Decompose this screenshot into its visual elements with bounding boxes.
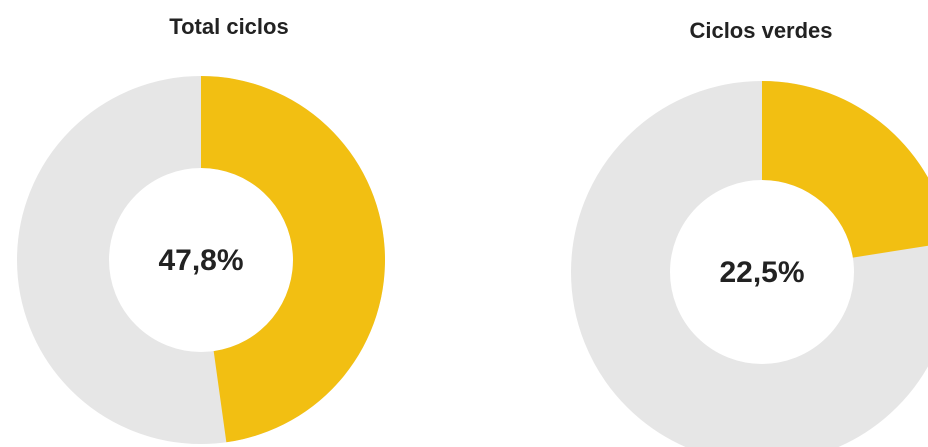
donut-segment: [201, 76, 385, 443]
donut-segment: [762, 81, 928, 258]
chart-title: Ciclos verdes: [689, 18, 832, 43]
center-label: 47,8%: [158, 244, 243, 277]
center-label: 22,5%: [719, 256, 804, 289]
chart-title: Total ciclos: [169, 14, 288, 39]
